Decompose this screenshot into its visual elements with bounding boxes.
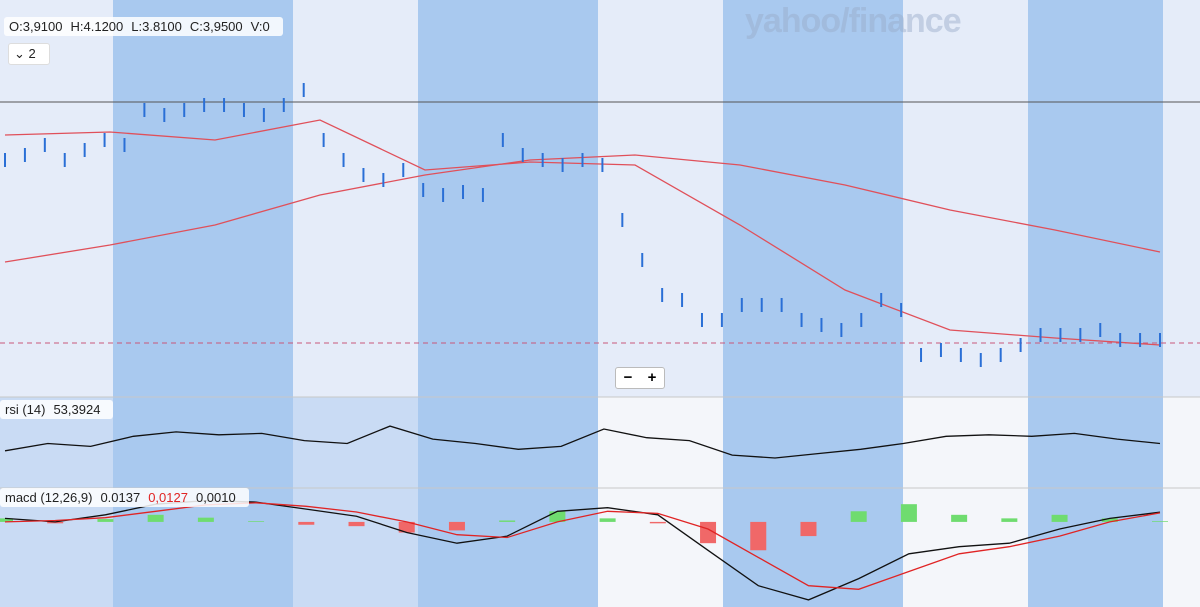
high: H:4.1200 [70, 19, 124, 34]
volume: V:0 [250, 19, 270, 34]
histogram-bar [197, 517, 214, 522]
histogram-bar [1001, 518, 1018, 522]
zoom-in[interactable]: + [647, 369, 657, 386]
open: O:3,9100 [9, 19, 63, 34]
light-bands [0, 397, 418, 607]
watermark: yahoo/finance [745, 2, 962, 40]
rsi-value: 53,3924 [53, 402, 101, 417]
rsi-line [4, 425, 1161, 459]
macd-legend: macd (12,26,9) 0.0137 0,0127 0,0010 [0, 488, 249, 507]
histogram-bar [750, 521, 767, 551]
histogram-bar [850, 511, 867, 522]
histogram-bar [951, 514, 968, 522]
period-bands [113, 0, 1163, 607]
histogram-bar [800, 521, 817, 537]
studies-button[interactable]: ⌄ 2 [8, 43, 50, 65]
macd-value: 0.0137 [100, 490, 141, 505]
signal-value: 0,0127 [148, 490, 188, 505]
histogram-bar [599, 518, 616, 522]
histogram-bar [248, 521, 265, 522]
low: L:3.8100 [131, 19, 182, 34]
histogram-bar [1152, 521, 1168, 522]
histogram-bar [549, 511, 566, 522]
histogram-bar [348, 521, 365, 527]
histogram-bar [47, 521, 64, 524]
studies-count: 2 [28, 46, 36, 61]
histogram-bar [298, 521, 315, 525]
rsi-title: rsi (14) [5, 402, 46, 417]
macd-title: macd (12,26,9) [5, 490, 93, 505]
histogram-bar [448, 521, 465, 531]
histogram-bar [499, 520, 516, 522]
histogram-bar [97, 519, 114, 522]
rsi-legend: rsi (14) 53,3924 [0, 400, 114, 419]
histogram-bar [398, 521, 415, 533]
histogram-bar [649, 521, 666, 524]
ohlcv-legend: O:3,9100 H:4.1200 L:3.8100 C:3,9500 V:0 [4, 17, 283, 36]
histogram-bar [0, 518, 13, 522]
histogram-bar [1051, 514, 1068, 522]
histogram-bar [147, 514, 164, 522]
histogram-bar [1101, 518, 1118, 522]
close: C:3,9500 [189, 19, 243, 34]
zoom-controls: − + [615, 367, 665, 389]
histogram-bar [900, 504, 917, 522]
hist-value: 0,0010 [195, 490, 236, 505]
zoom-out[interactable]: − [623, 369, 633, 386]
